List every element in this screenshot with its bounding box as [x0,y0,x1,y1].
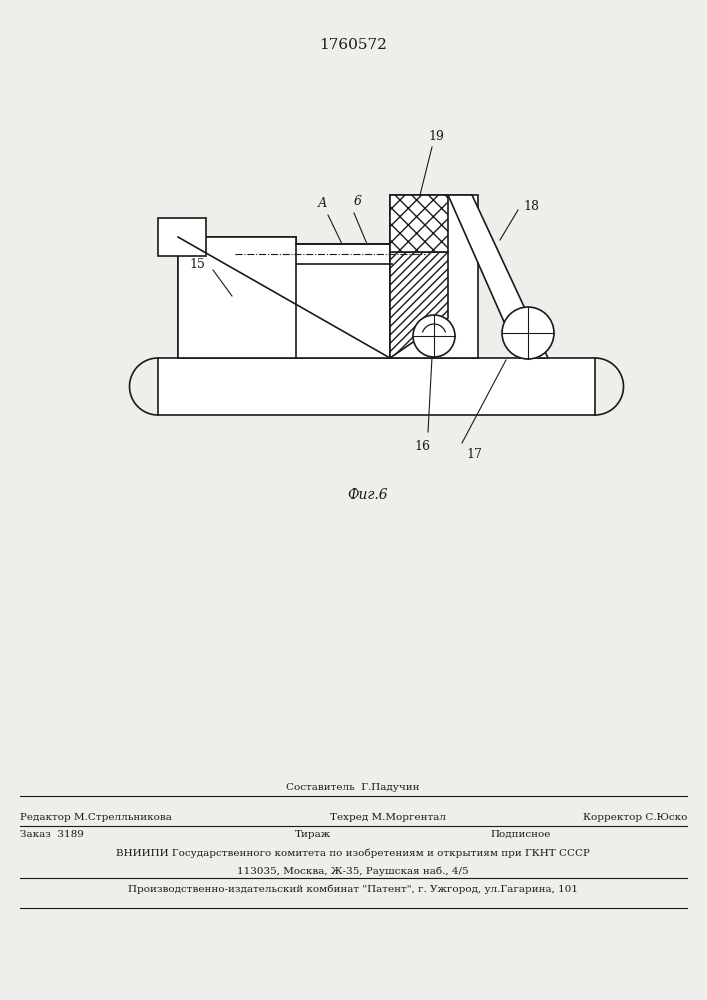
Bar [390,195,478,358]
Text: Техред М.Моргентал: Техред М.Моргентал [330,813,446,822]
Bar [158,358,595,415]
Text: Производственно-издательский комбинат "Патент", г. Ужгород, ул.Гагарина, 101: Производственно-издательский комбинат "П… [128,884,578,894]
Bar [390,195,448,252]
Bar [178,237,296,358]
Text: А: А [317,197,327,210]
Text: 16: 16 [414,440,430,453]
Polygon shape [448,195,548,358]
Circle shape [413,315,455,357]
Polygon shape [178,237,392,358]
Polygon shape [390,252,448,358]
Text: 19: 19 [428,130,444,143]
Text: 15: 15 [189,258,205,271]
Text: Корректор С.Юско: Корректор С.Юско [583,813,687,822]
Text: Тираж: Тираж [295,830,331,839]
Text: Подписное: Подписное [490,830,550,839]
Text: Составитель  Г.Падучин: Составитель Г.Падучин [286,783,420,792]
Text: ВНИИПИ Государственного комитета по изобретениям и открытиям при ГКНТ СССР: ВНИИПИ Государственного комитета по изоб… [116,848,590,857]
Text: Редактор М.Стрелльникова: Редактор М.Стрелльникова [20,813,172,822]
Text: 17: 17 [466,448,482,461]
Text: Заказ  3189: Заказ 3189 [20,830,84,839]
Text: Фиг.6: Фиг.6 [348,488,388,502]
Text: 6: 6 [354,195,362,208]
Text: 113035, Москва, Ж-35, Раушская наб., 4/5: 113035, Москва, Ж-35, Раушская наб., 4/5 [237,866,469,876]
Text: 18: 18 [523,200,539,214]
Text: 1760572: 1760572 [319,38,387,52]
Bar [158,218,206,256]
Circle shape [502,307,554,359]
